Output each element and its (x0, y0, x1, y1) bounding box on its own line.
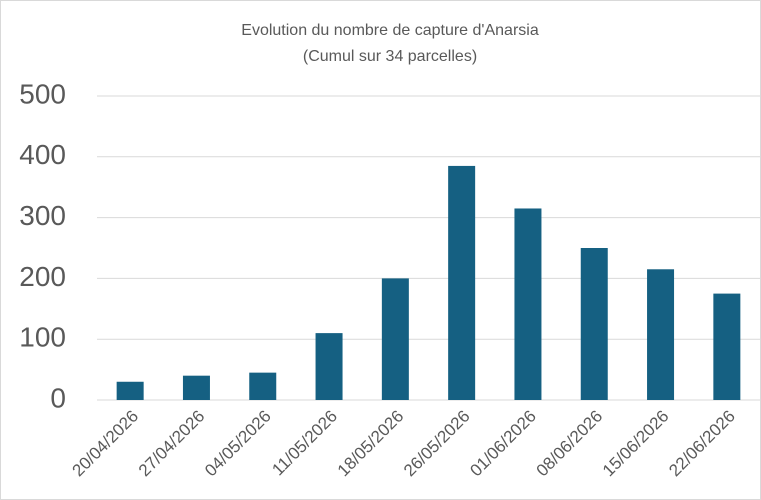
y-tick-label: 500 (19, 78, 66, 109)
y-tick-label: 100 (19, 322, 66, 353)
bar (381, 278, 409, 400)
y-tick-label: 300 (19, 200, 66, 231)
chart-title: Evolution du nombre de capture d'Anarsia (241, 22, 539, 39)
bar (116, 381, 144, 400)
bar (580, 248, 608, 400)
bar (514, 208, 542, 400)
bar (713, 293, 741, 400)
bar (249, 372, 277, 400)
bar (315, 333, 343, 400)
y-tick-label: 0 (50, 382, 66, 413)
y-tick-label: 400 (19, 139, 66, 170)
chart-subtitle: (Cumul sur 34 parcelles) (303, 48, 477, 65)
bar (647, 269, 675, 400)
bar (182, 375, 210, 400)
bar (448, 165, 476, 400)
y-tick-label: 200 (19, 261, 66, 292)
